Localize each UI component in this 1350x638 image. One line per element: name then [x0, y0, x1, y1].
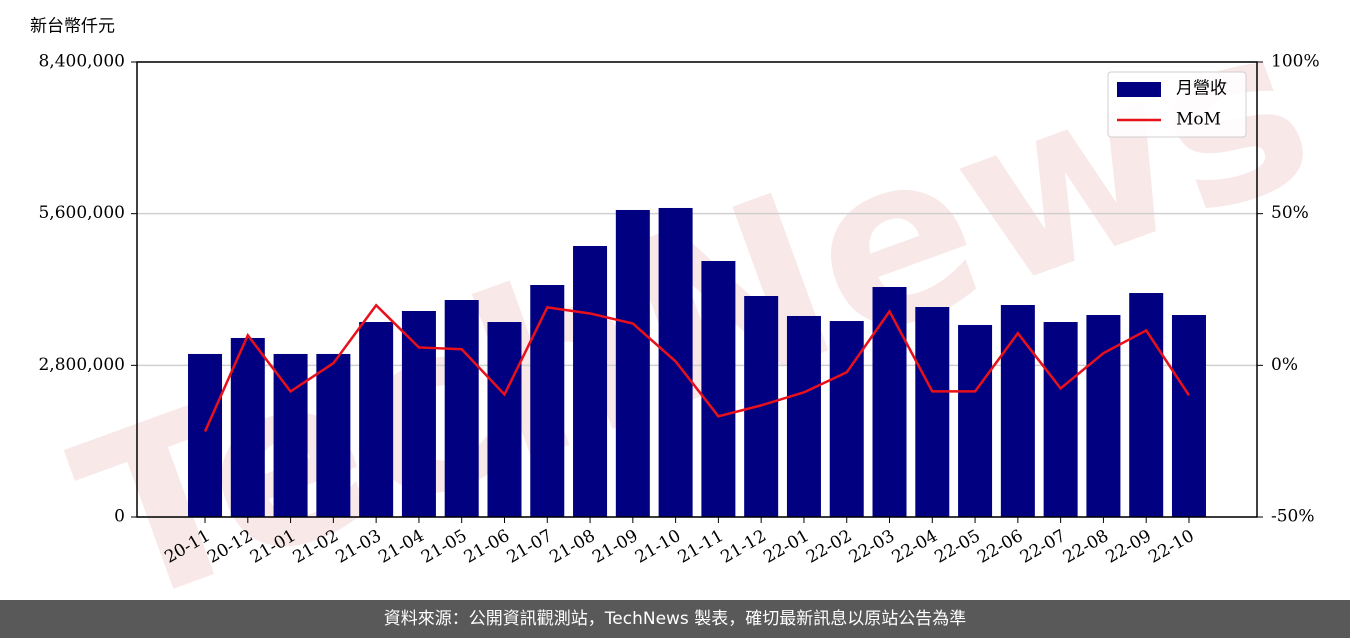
- y2-tick-label: 50%: [1271, 203, 1309, 223]
- bar: [487, 322, 522, 517]
- x-tick-label: 21-12: [717, 526, 769, 568]
- bar: [915, 306, 950, 517]
- bar: [273, 353, 308, 517]
- x-tick-label: 21-07: [504, 526, 556, 568]
- bar: [359, 322, 394, 517]
- bar: [872, 287, 907, 517]
- bar: [444, 300, 479, 517]
- bar: [1171, 315, 1206, 517]
- x-tick-label: 22-03: [846, 526, 898, 568]
- x-tick-label: 22-10: [1145, 526, 1197, 568]
- y-tick-label: 5,600,000: [38, 203, 125, 223]
- x-tick-label: 22-02: [803, 526, 855, 568]
- x-tick-label: 22-09: [1102, 526, 1154, 568]
- bar: [188, 353, 223, 517]
- x-tick-label: 21-11: [675, 526, 727, 568]
- bar: [1043, 322, 1078, 517]
- x-tick-label: 21-09: [589, 526, 641, 568]
- legend-label: 月營收: [1176, 79, 1227, 99]
- y2-tick-label: 0%: [1271, 355, 1298, 375]
- x-tick-label: 22-06: [974, 526, 1026, 568]
- bar: [316, 353, 351, 517]
- plot-frame: [136, 61, 1258, 518]
- bar: [958, 324, 993, 517]
- y-tick-label: 2,800,000: [38, 355, 125, 375]
- y-tick-label: 8,400,000: [38, 52, 125, 72]
- y-tick-label: 0: [114, 507, 125, 527]
- bar: [1000, 304, 1035, 517]
- bar: [1129, 293, 1164, 517]
- bar: [401, 311, 436, 517]
- bar: [829, 321, 864, 517]
- line: [203, 303, 1191, 432]
- y2-tick-label: -50%: [1271, 507, 1315, 527]
- x-tick-label: 22-04: [889, 526, 941, 568]
- bar: [615, 209, 650, 517]
- x-tick-label: 21-08: [546, 526, 598, 568]
- bar: [530, 285, 565, 517]
- x-tick-label: 22-07: [1017, 526, 1069, 568]
- bar: [573, 246, 608, 518]
- x-tick-label: 22-05: [931, 526, 983, 568]
- y2-tick-label: 100%: [1271, 52, 1320, 72]
- bar: [701, 261, 736, 517]
- footer: 資料來源：公開資訊觀測站，TechNews 製表，確切最新訊息以原站公告為準: [0, 600, 1350, 638]
- bar: [230, 337, 265, 517]
- legend-label: MoM: [1176, 110, 1221, 130]
- x-tick-label: 22-01: [760, 526, 812, 568]
- legend-swatch: [1117, 82, 1161, 97]
- chart: 新台幣仟元 TechNews 02,800,0005,600,0008,400,…: [30, 0, 1342, 600]
- bar: [786, 315, 821, 517]
- y-axis-label: 新台幣仟元: [30, 17, 115, 37]
- bar: [1086, 315, 1121, 517]
- x-tick-label: 21-10: [632, 526, 684, 568]
- x-tick-label: 22-08: [1060, 526, 1112, 568]
